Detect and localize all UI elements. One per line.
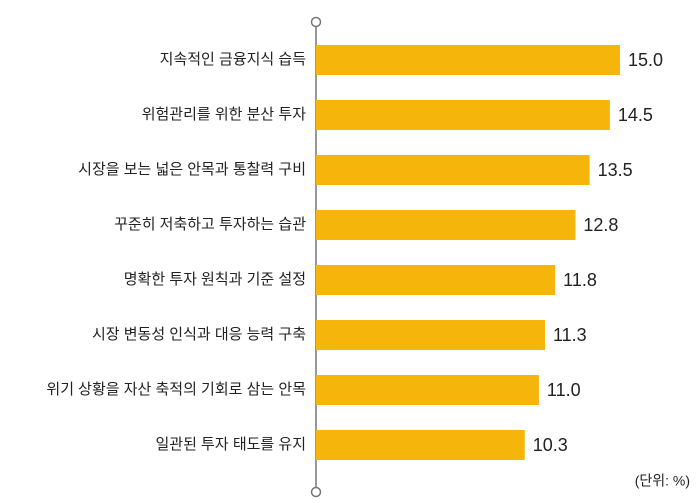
bar <box>316 100 610 130</box>
category-label: 위기 상황을 자산 축적의 기회로 삼는 안목 <box>46 381 306 398</box>
category-label: 위험관리를 위한 분산 투자 <box>142 106 307 123</box>
category-label: 시장 변동성 인식과 대응 능력 구축 <box>92 326 306 343</box>
category-label: 시장을 보는 넓은 안목과 통찰력 구비 <box>78 161 306 178</box>
unit-note: (단위: %) <box>635 473 690 489</box>
value-label: 14.5 <box>618 105 653 125</box>
category-label: 명확한 투자 원칙과 기준 설정 <box>124 271 306 288</box>
value-label: 11.8 <box>563 270 597 290</box>
category-label: 지속적인 금융지식 습득 <box>160 51 307 68</box>
value-label: 15.0 <box>628 50 663 70</box>
category-label: 꾸준히 저축하고 투자하는 습관 <box>114 216 306 233</box>
value-label: 12.8 <box>583 215 618 235</box>
bar <box>316 45 620 75</box>
value-label: 10.3 <box>533 435 568 455</box>
bar <box>316 265 556 295</box>
value-label: 11.3 <box>553 325 587 345</box>
value-label: 13.5 <box>598 160 633 180</box>
bar <box>316 210 576 240</box>
axis-cap <box>310 16 322 28</box>
axis-cap <box>310 486 322 498</box>
bar <box>316 430 525 460</box>
category-label: 일관된 투자 태도를 유지 <box>155 436 306 453</box>
bar <box>316 320 546 350</box>
value-label: 11.0 <box>547 380 581 400</box>
bar <box>316 155 590 185</box>
bar <box>316 375 539 405</box>
